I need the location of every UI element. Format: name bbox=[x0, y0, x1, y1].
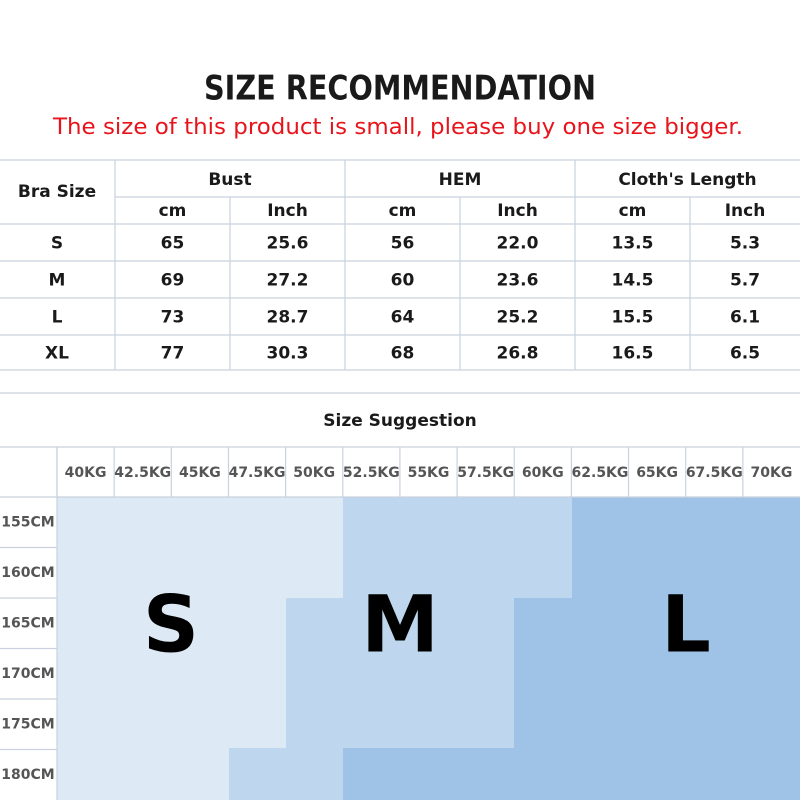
weight-label: 47.5KG bbox=[229, 465, 286, 481]
table-cell: 65 bbox=[161, 234, 185, 254]
table-cell: 6.5 bbox=[730, 344, 760, 364]
table-cell: 27.2 bbox=[267, 271, 309, 291]
table-cell: 30.3 bbox=[267, 344, 309, 364]
height-label: 165CM bbox=[1, 615, 54, 631]
unit-header: Inch bbox=[267, 201, 308, 221]
table-cell: 60 bbox=[391, 271, 415, 291]
table-cell: S bbox=[51, 234, 63, 254]
table-cell: L bbox=[52, 308, 63, 328]
table-cell: 56 bbox=[391, 234, 415, 254]
weight-label: 55KG bbox=[408, 465, 450, 481]
unit-header: cm bbox=[619, 201, 647, 221]
table-cell: 28.7 bbox=[267, 308, 309, 328]
table-cell: 25.2 bbox=[497, 308, 539, 328]
unit-header: cm bbox=[389, 201, 417, 221]
weight-label: 67.5KG bbox=[686, 465, 743, 481]
table-cell: 25.6 bbox=[267, 234, 309, 254]
table-cell: 13.5 bbox=[612, 234, 654, 254]
weight-label: 70KG bbox=[751, 465, 793, 481]
column-header: HEM bbox=[439, 170, 482, 190]
height-label: 155CM bbox=[1, 514, 54, 530]
height-label: 160CM bbox=[1, 565, 54, 581]
weight-label: 62.5KG bbox=[572, 465, 629, 481]
unit-header: Inch bbox=[497, 201, 538, 221]
table-cell: 15.5 bbox=[612, 308, 654, 328]
height-label: 175CM bbox=[1, 716, 54, 732]
table-cell: 5.7 bbox=[730, 271, 760, 291]
height-label: 180CM bbox=[1, 767, 54, 783]
table-cell: 5.3 bbox=[730, 234, 760, 254]
weight-label: 42.5KG bbox=[114, 465, 171, 481]
column-header: Bust bbox=[208, 170, 251, 190]
weight-label: 57.5KG bbox=[457, 465, 514, 481]
title: SIZE RECOMMENDATION bbox=[204, 69, 596, 109]
table-cell: 16.5 bbox=[612, 344, 654, 364]
table-cell: 73 bbox=[161, 308, 185, 328]
region-l bbox=[343, 497, 800, 800]
size-letter: L bbox=[661, 580, 711, 670]
table-cell: 64 bbox=[391, 308, 415, 328]
size-letter: S bbox=[143, 580, 199, 670]
weight-label: 40KG bbox=[65, 465, 107, 481]
unit-header: Inch bbox=[725, 201, 766, 221]
unit-header: cm bbox=[159, 201, 187, 221]
size-letter: M bbox=[361, 580, 439, 670]
table-cell: 6.1 bbox=[730, 308, 760, 328]
table-cell: 22.0 bbox=[497, 234, 539, 254]
weight-label: 45KG bbox=[179, 465, 221, 481]
weight-label: 50KG bbox=[293, 465, 335, 481]
subtitle: The size of this product is small, pleas… bbox=[52, 115, 743, 140]
table-cell: 77 bbox=[161, 344, 185, 364]
height-label: 170CM bbox=[1, 666, 54, 682]
region-m bbox=[229, 497, 572, 800]
weight-label: 52.5KG bbox=[343, 465, 400, 481]
table-cell: XL bbox=[45, 344, 69, 364]
grid-lines bbox=[0, 159, 800, 800]
weight-label: 65KG bbox=[636, 465, 678, 481]
region-s bbox=[57, 497, 343, 800]
suggestion-title: Size Suggestion bbox=[323, 411, 476, 431]
table-cell: 26.8 bbox=[497, 344, 539, 364]
table-cell: 68 bbox=[391, 344, 415, 364]
weight-label: 60KG bbox=[522, 465, 564, 481]
table-cell: 69 bbox=[161, 271, 185, 291]
table-cell: 14.5 bbox=[612, 271, 654, 291]
column-header: Bra Size bbox=[18, 182, 96, 202]
column-header: Cloth's Length bbox=[618, 170, 756, 190]
table-cell: M bbox=[49, 271, 66, 291]
table-cell: 23.6 bbox=[497, 271, 539, 291]
